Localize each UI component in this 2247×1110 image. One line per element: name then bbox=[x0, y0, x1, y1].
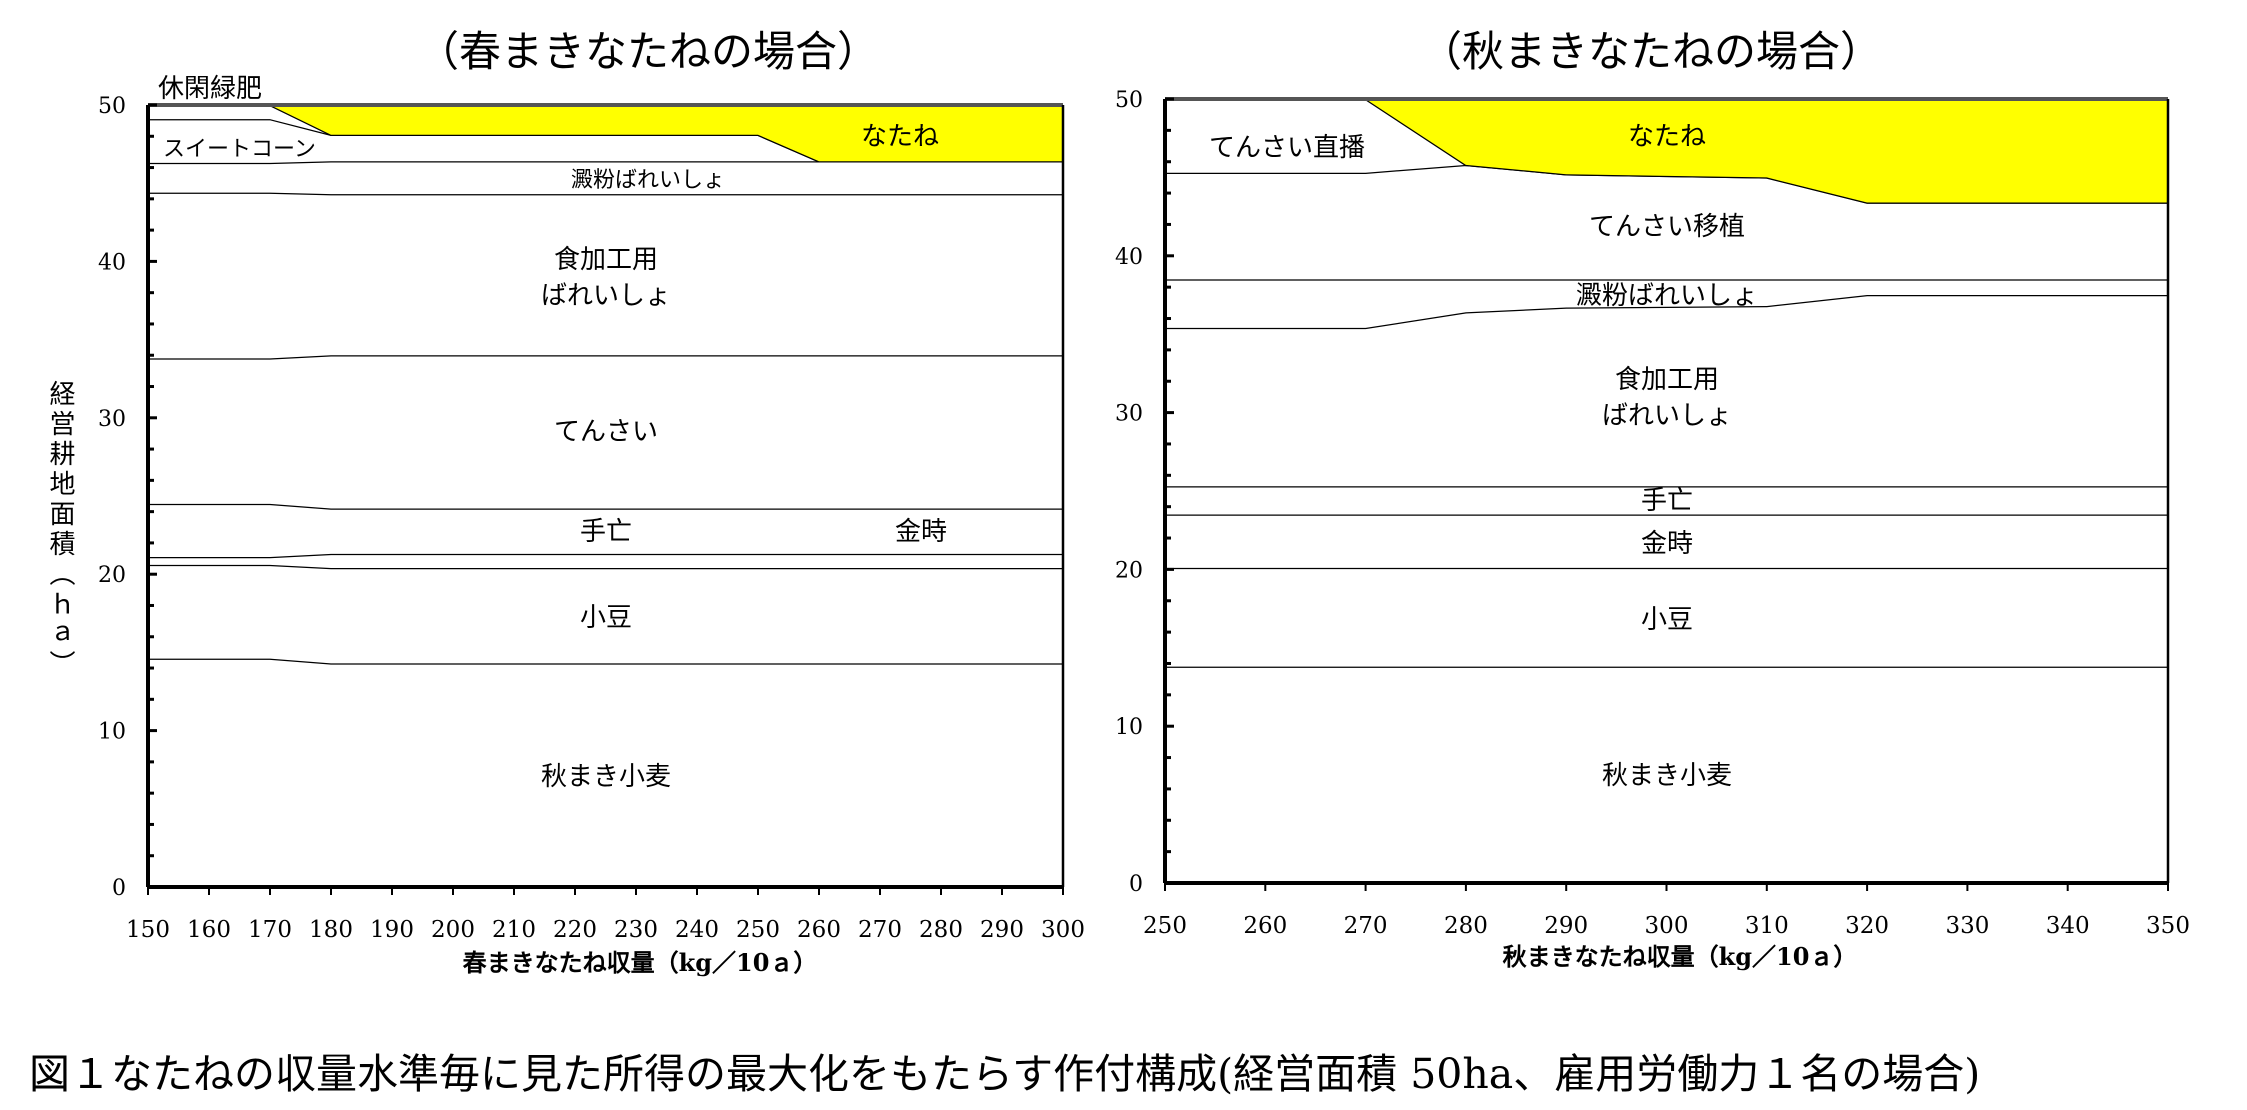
x-tick-label: 160 bbox=[187, 917, 231, 943]
area-休閑緑肥 bbox=[148, 105, 1063, 162]
y-tick-label: 40 bbox=[98, 250, 126, 275]
label-food-potato-1: 食加工用 bbox=[1615, 365, 1719, 395]
label-wheat: 秋まき小麦 bbox=[1602, 761, 1732, 791]
area-小豆 bbox=[1165, 567, 2168, 667]
area-食加工用ばれいしょ bbox=[148, 192, 1063, 359]
area-てんさい bbox=[148, 355, 1063, 509]
right-x-axis-title: 秋まきなたね収量（kg／10ａ） bbox=[1503, 942, 1858, 971]
x-tick-label: 310 bbox=[1745, 913, 1789, 939]
x-tick-label: 350 bbox=[2146, 913, 2190, 939]
area-てんさい直播 bbox=[1165, 99, 2168, 203]
x-tick-label: 230 bbox=[614, 917, 658, 943]
y-tick-label: 40 bbox=[1115, 245, 1143, 270]
label-rapeseed: なたね bbox=[861, 122, 939, 152]
area-金時 bbox=[1165, 514, 2168, 568]
y-tick-label: 0 bbox=[1129, 872, 1143, 897]
area-スイートコーン bbox=[148, 119, 1063, 163]
x-tick-label: 180 bbox=[309, 917, 353, 943]
left-chart-labels: 秋まき小麦 小豆 金時 手亡 てんさい 食加工用 ばれいしょ 澱粉ばれいしょ ス… bbox=[158, 74, 947, 792]
x-tick-label: 280 bbox=[1444, 913, 1488, 939]
area-澱粉ばれいしょ bbox=[1165, 279, 2168, 328]
x-tick-label: 200 bbox=[431, 917, 475, 943]
area-秋まき小麦 bbox=[148, 658, 1063, 887]
x-tick-label: 260 bbox=[1243, 913, 1287, 939]
area-てんさい移植 bbox=[1165, 164, 2168, 280]
y-tick-label: 0 bbox=[112, 876, 126, 901]
x-tick-label: 280 bbox=[919, 917, 963, 943]
x-tick-label: 320 bbox=[1845, 913, 1889, 939]
label-food-potato-2: ばれいしょ bbox=[1602, 401, 1732, 431]
left-x-axis-title: 春まきなたね収量（kg／10ａ） bbox=[463, 948, 818, 977]
label-tebou: 手亡 bbox=[1641, 486, 1693, 516]
x-tick-label: 290 bbox=[1544, 913, 1588, 939]
label-starch-potato: 澱粉ばれいしょ bbox=[1576, 281, 1758, 311]
area-食加工用ばれいしょ bbox=[1165, 295, 2168, 487]
x-tick-label: 170 bbox=[248, 917, 292, 943]
area-手亡 bbox=[148, 503, 1063, 557]
label-tebou: 手亡 bbox=[580, 517, 632, 547]
x-tick-label: 300 bbox=[1645, 913, 1689, 939]
label-sugarbeet-direct: てんさい直播 bbox=[1209, 133, 1365, 163]
label-green-manure: 休閑緑肥 bbox=[158, 74, 262, 104]
label-food-potato-1: 食加工用 bbox=[554, 245, 658, 275]
area-秋まき小麦 bbox=[1165, 666, 2168, 883]
y-tick-label: 30 bbox=[1115, 402, 1143, 427]
y-tick-label: 20 bbox=[1115, 558, 1143, 583]
label-azuki: 小豆 bbox=[1641, 605, 1693, 635]
y-tick-label: 30 bbox=[98, 407, 126, 432]
area-小豆 bbox=[148, 564, 1063, 664]
x-tick-label: 260 bbox=[797, 917, 841, 943]
label-kintoki: 金時 bbox=[1641, 529, 1693, 559]
left-chart: 0 10 20 30 40 50 150 160 170 180 190 200 210 220 230 24… bbox=[98, 94, 1085, 943]
x-tick-label: 270 bbox=[1344, 913, 1388, 939]
label-kintoki: 金時 bbox=[895, 517, 947, 547]
area-なたね bbox=[1165, 99, 2168, 203]
x-tick-label: 340 bbox=[2046, 913, 2090, 939]
x-tick-label: 190 bbox=[370, 917, 414, 943]
area-金時 bbox=[148, 553, 1063, 568]
label-sweetcorn: スイートコーン bbox=[163, 137, 316, 162]
area-澱粉ばれいしょ bbox=[148, 161, 1063, 195]
x-tick-label: 250 bbox=[736, 917, 780, 943]
label-starch-potato: 澱粉ばれいしょ bbox=[571, 168, 725, 193]
y-tick-label: 10 bbox=[1115, 715, 1143, 740]
label-wheat: 秋まき小麦 bbox=[541, 762, 671, 792]
label-food-potato-2: ばれいしょ bbox=[541, 281, 671, 311]
label-sugarbeet-transplant: てんさい移植 bbox=[1589, 212, 1745, 242]
x-tick-label: 240 bbox=[675, 917, 719, 943]
area-なたね bbox=[148, 105, 1063, 162]
x-tick-label: 210 bbox=[492, 917, 536, 943]
right-chart-title: （秋まきなたねの場合） bbox=[1420, 27, 1882, 76]
label-sugarbeet: てんさい bbox=[554, 417, 658, 447]
area-手亡 bbox=[1165, 486, 2168, 515]
y-tick-label: 50 bbox=[98, 94, 126, 119]
figure-caption: 図１なたねの収量水準毎に見た所得の最大化をもたらす作付構成(経営面積 50ha、… bbox=[29, 1050, 1981, 1098]
y-tick-label: 50 bbox=[1115, 88, 1143, 113]
x-tick-label: 150 bbox=[126, 917, 170, 943]
left-y-axis-title: 経営耕地面積（ｈａ） bbox=[45, 380, 75, 680]
x-tick-label: 330 bbox=[1945, 913, 1989, 939]
x-tick-label: 290 bbox=[980, 917, 1024, 943]
y-tick-label: 10 bbox=[98, 720, 126, 745]
x-tick-label: 250 bbox=[1143, 913, 1187, 939]
right-chart-labels: 秋まき小麦 小豆 金時 手亡 食加工用 ばれいしょ 澱粉ばれいしょ てんさい移植… bbox=[1209, 122, 1758, 791]
label-rapeseed: なたね bbox=[1628, 122, 1706, 152]
x-tick-label: 270 bbox=[858, 917, 902, 943]
x-tick-label: 220 bbox=[553, 917, 597, 943]
x-tick-label: 300 bbox=[1041, 917, 1085, 943]
label-azuki: 小豆 bbox=[580, 603, 632, 633]
right-chart: 0 10 20 30 40 50 250 260 270 280 290 300 310 320 330 34… bbox=[1115, 88, 2190, 939]
y-tick-label: 20 bbox=[98, 563, 126, 588]
left-chart-title: （春まきなたねの場合） bbox=[417, 27, 879, 76]
